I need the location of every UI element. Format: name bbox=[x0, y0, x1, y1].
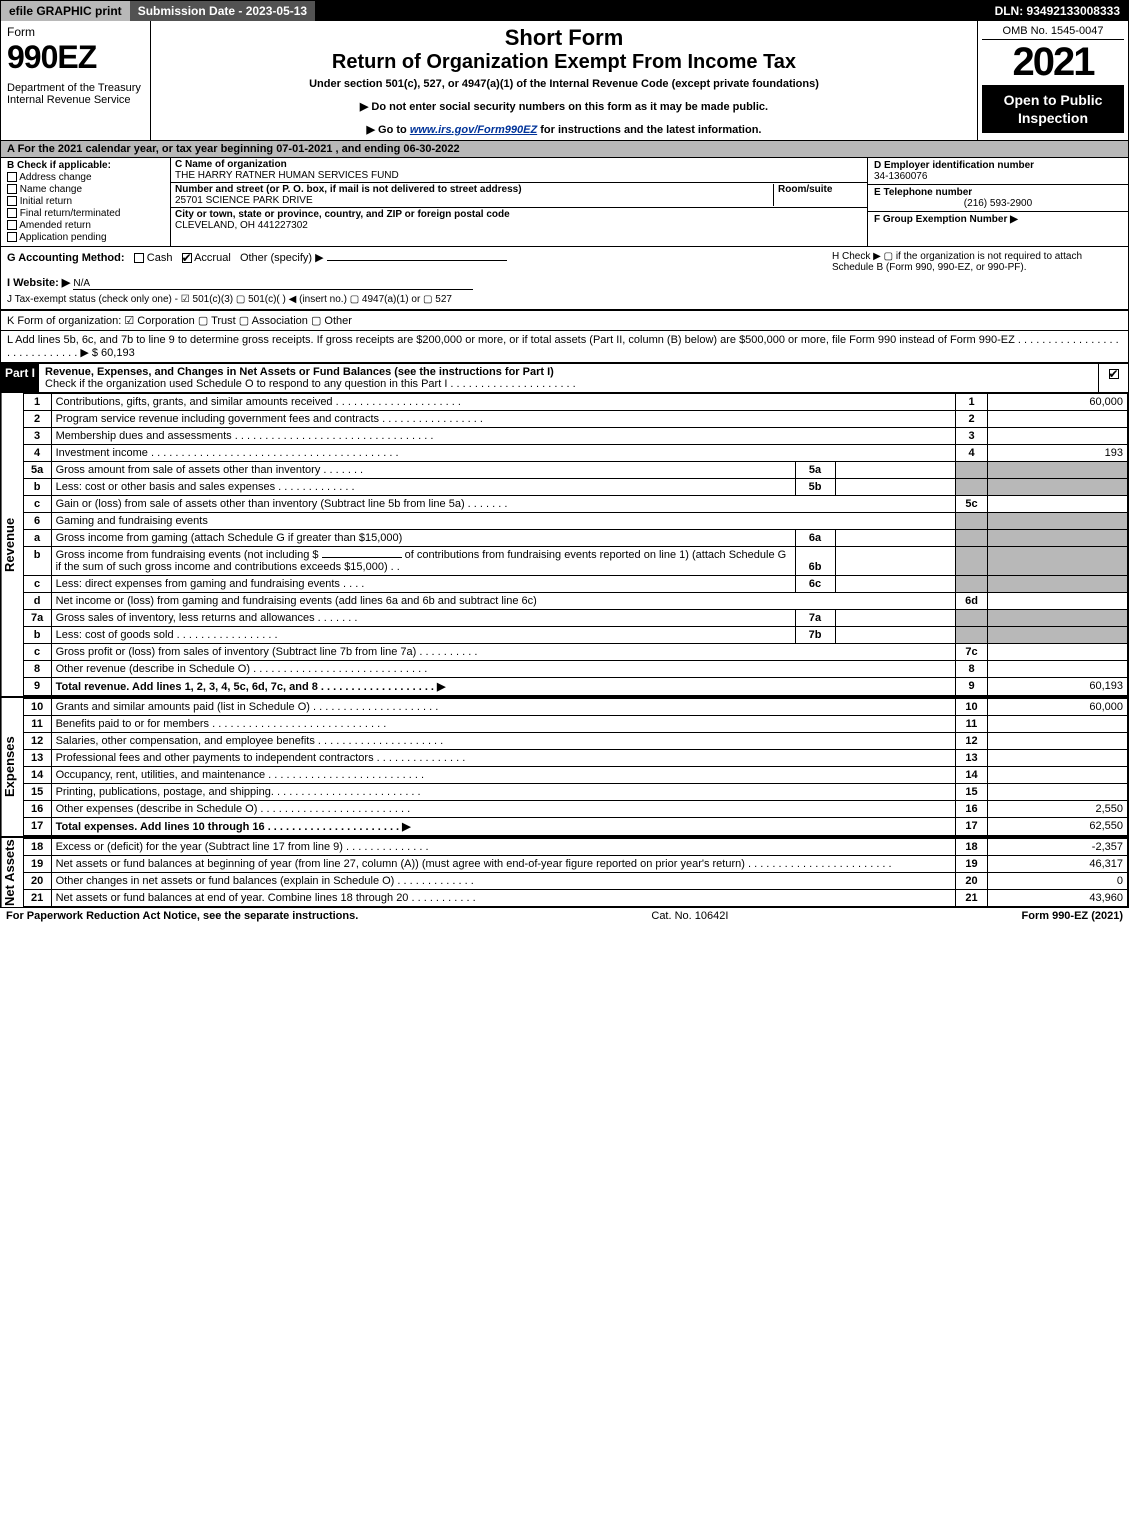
line-20-amt: 0 bbox=[988, 873, 1128, 890]
c-addr-hdr: Number and street (or P. O. box, if mail… bbox=[175, 184, 522, 195]
section-g-h-i-j: G Accounting Method: Cash Accrual Other … bbox=[1, 247, 1128, 310]
top-bar: efile GRAPHIC print Submission Date - 20… bbox=[1, 1, 1128, 21]
net-assets-table: 18Excess or (deficit) for the year (Subt… bbox=[23, 838, 1128, 907]
line-g: G Accounting Method: Cash Accrual Other … bbox=[7, 251, 822, 264]
d-hdr: D Employer identification number bbox=[874, 160, 1034, 171]
cb-schedule-o-part1[interactable] bbox=[1109, 369, 1119, 379]
section-b-c-d-e-f: B Check if applicable: Address change Na… bbox=[1, 158, 1128, 247]
line-l: L Add lines 5b, 6c, and 7b to line 9 to … bbox=[1, 330, 1128, 363]
form-word: Form bbox=[7, 25, 144, 39]
cb-cash[interactable] bbox=[134, 253, 144, 263]
dln: DLN: 93492133008333 bbox=[987, 1, 1128, 21]
sidebar-expenses: Expenses bbox=[1, 698, 23, 836]
part-i-check-text: Check if the organization used Schedule … bbox=[45, 378, 576, 390]
instruction-ssn: ▶ Do not enter social security numbers o… bbox=[161, 100, 967, 113]
subtitle: Under section 501(c), 527, or 4947(a)(1)… bbox=[161, 78, 967, 90]
revenue-table: 1Contributions, gifts, grants, and simil… bbox=[23, 393, 1128, 696]
org-city: CLEVELAND, OH 441227302 bbox=[175, 220, 308, 231]
part-i-label: Part I bbox=[1, 364, 39, 392]
f-hdr: F Group Exemption Number ▶ bbox=[874, 214, 1018, 225]
line-17-total-expenses: 62,550 bbox=[988, 818, 1128, 836]
expenses-section: Expenses 10Grants and similar amounts pa… bbox=[1, 696, 1128, 836]
line-21-amt: 43,960 bbox=[988, 890, 1128, 907]
submission-date: Submission Date - 2023-05-13 bbox=[130, 1, 315, 21]
c-name-hdr: C Name of organization bbox=[175, 159, 287, 170]
open-to-public: Open to Public Inspection bbox=[982, 85, 1124, 133]
footer-form-ref: Form 990-EZ (2021) bbox=[1022, 910, 1123, 922]
revenue-section: Revenue 1Contributions, gifts, grants, a… bbox=[1, 393, 1128, 696]
line-i: I Website: ▶ N/A bbox=[7, 276, 822, 290]
form-header: Form 990EZ Department of the Treasury In… bbox=[1, 21, 1128, 141]
room-hdr: Room/suite bbox=[778, 184, 832, 195]
b-header: B Check if applicable: bbox=[7, 160, 164, 171]
line-4-amt: 193 bbox=[988, 445, 1128, 462]
cb-accrual[interactable] bbox=[182, 253, 192, 263]
part-i-title: Revenue, Expenses, and Changes in Net As… bbox=[45, 366, 554, 378]
section-d-e-f: D Employer identification number34-13600… bbox=[868, 158, 1128, 246]
org-name: THE HARRY RATNER HUMAN SERVICES FUND bbox=[175, 170, 399, 181]
tax-year: 2021 bbox=[982, 40, 1124, 85]
net-assets-section: Net Assets 18Excess or (deficit) for the… bbox=[1, 836, 1128, 907]
cb-application-pending[interactable]: Application pending bbox=[7, 232, 164, 243]
cb-name-change[interactable]: Name change bbox=[7, 184, 164, 195]
cb-final-return[interactable]: Final return/terminated bbox=[7, 208, 164, 219]
footer-cat-no: Cat. No. 10642I bbox=[358, 910, 1021, 922]
line-k: K Form of organization: ☑ Corporation ▢ … bbox=[1, 310, 1128, 330]
section-b: B Check if applicable: Address change Na… bbox=[1, 158, 171, 246]
omb-number: OMB No. 1545-0047 bbox=[982, 25, 1124, 40]
cb-amended-return[interactable]: Amended return bbox=[7, 220, 164, 231]
e-hdr: E Telephone number bbox=[874, 187, 972, 198]
title-return: Return of Organization Exempt From Incom… bbox=[161, 51, 967, 74]
efile-label: efile GRAPHIC print bbox=[1, 1, 130, 21]
c-city-hdr: City or town, state or province, country… bbox=[175, 209, 510, 220]
line-h: H Check ▶ ▢ if the organization is not r… bbox=[822, 251, 1122, 305]
org-address: 25701 SCIENCE PARK DRIVE bbox=[175, 195, 313, 206]
part-i-header: Part I Revenue, Expenses, and Changes in… bbox=[1, 363, 1128, 393]
telephone: (216) 593-2900 bbox=[874, 198, 1122, 209]
website-value: N/A bbox=[73, 278, 90, 289]
line-9-total-revenue: 60,193 bbox=[988, 678, 1128, 696]
cb-address-change[interactable]: Address change bbox=[7, 172, 164, 183]
line-10-amt: 60,000 bbox=[988, 699, 1128, 716]
line-a: A For the 2021 calendar year, or tax yea… bbox=[1, 141, 1128, 158]
ein: 34-1360076 bbox=[874, 171, 927, 182]
line-19-amt: 46,317 bbox=[988, 856, 1128, 873]
page-footer: For Paperwork Reduction Act Notice, see … bbox=[0, 908, 1129, 924]
instruction-goto: ▶ Go to www.irs.gov/Form990EZ for instru… bbox=[161, 123, 967, 136]
header-left: Form 990EZ Department of the Treasury In… bbox=[1, 21, 151, 140]
title-short-form: Short Form bbox=[161, 25, 967, 51]
header-right: OMB No. 1545-0047 2021 Open to Public In… bbox=[978, 21, 1128, 140]
form-990ez-page1: efile GRAPHIC print Submission Date - 20… bbox=[0, 0, 1129, 908]
dept-label: Department of the Treasury Internal Reve… bbox=[7, 82, 144, 106]
line-18-amt: -2,357 bbox=[988, 839, 1128, 856]
line-1-amt: 60,000 bbox=[988, 394, 1128, 411]
expenses-table: 10Grants and similar amounts paid (list … bbox=[23, 698, 1128, 836]
section-c: C Name of organization THE HARRY RATNER … bbox=[171, 158, 868, 246]
sidebar-net-assets: Net Assets bbox=[1, 838, 23, 907]
line-j: J Tax-exempt status (check only one) - ☑… bbox=[7, 294, 822, 305]
irs-link[interactable]: www.irs.gov/Form990EZ bbox=[410, 124, 537, 136]
sidebar-revenue: Revenue bbox=[1, 393, 23, 696]
form-number: 990EZ bbox=[7, 39, 144, 76]
header-mid: Short Form Return of Organization Exempt… bbox=[151, 21, 978, 140]
cb-initial-return[interactable]: Initial return bbox=[7, 196, 164, 207]
line-16-amt: 2,550 bbox=[988, 801, 1128, 818]
gross-receipts: $ 60,193 bbox=[92, 347, 135, 359]
footer-left: For Paperwork Reduction Act Notice, see … bbox=[6, 910, 358, 922]
